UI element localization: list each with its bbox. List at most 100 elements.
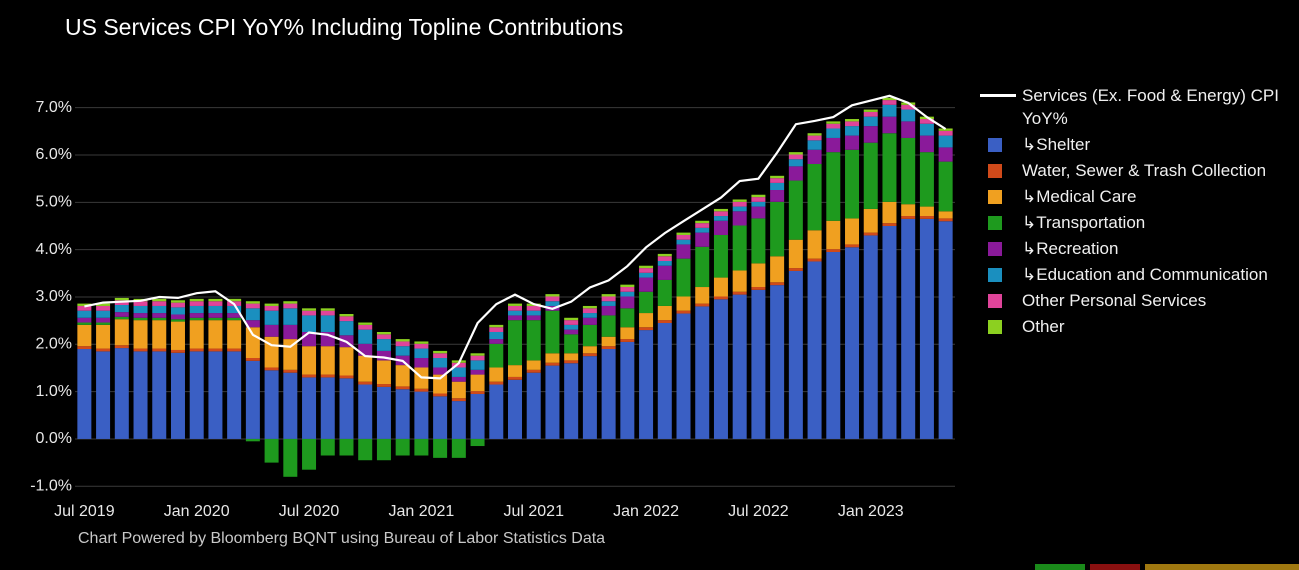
bar-segment — [863, 109, 878, 112]
bar-segment — [189, 351, 204, 439]
bar-segment — [676, 258, 691, 297]
bar-segment — [770, 178, 785, 183]
bar-segment — [339, 378, 354, 439]
bar-segment — [302, 308, 317, 311]
bar-segment — [901, 109, 916, 122]
bar-segment — [133, 320, 148, 349]
bar-segment — [189, 317, 204, 321]
bar-segment — [170, 300, 185, 303]
legend-item: Other Personal Services — [980, 289, 1285, 312]
legend-swatch — [988, 216, 1002, 230]
bar-segment — [358, 322, 373, 325]
bar-segment — [788, 159, 803, 167]
bar-segment — [788, 180, 803, 240]
bar-segment — [657, 265, 672, 280]
bar-segment — [227, 351, 242, 439]
bar-segment — [938, 211, 953, 219]
bar-segment — [845, 244, 860, 248]
bar-segment — [564, 334, 579, 354]
bar-segment — [320, 377, 335, 439]
y-tick-label: 6.0% — [36, 146, 72, 163]
bar-segment — [620, 296, 635, 309]
bar-segment — [433, 353, 448, 359]
bar-segment — [451, 398, 466, 402]
bar-segment — [601, 301, 616, 306]
bar-segment — [657, 320, 672, 323]
bar-segment — [807, 140, 822, 150]
bar-segment — [245, 358, 260, 361]
bar-segment — [713, 296, 728, 300]
bar-segment — [358, 384, 373, 439]
bar-segment — [170, 321, 185, 350]
bar-segment — [901, 216, 916, 219]
bar-segment — [433, 393, 448, 397]
x-tick-label: Jan 2023 — [838, 503, 904, 520]
bar-segment — [283, 438, 298, 477]
bar-segment — [526, 305, 541, 311]
bar-segment — [620, 287, 635, 292]
bar-segment — [676, 244, 691, 259]
bar-segment — [657, 260, 672, 266]
bar-segment — [732, 199, 747, 202]
bar-segment — [302, 310, 317, 316]
legend-swatch — [988, 320, 1002, 334]
bar-segment — [564, 360, 579, 364]
bar-segment — [414, 358, 429, 368]
bar-segment — [358, 329, 373, 344]
bar-segment — [189, 313, 204, 318]
bar-segment — [339, 316, 354, 322]
bar-segment — [526, 372, 541, 439]
bar-segment — [189, 305, 204, 314]
bar-segment — [152, 305, 167, 314]
legend-item: ↳Shelter — [980, 133, 1285, 156]
bar-segment — [227, 313, 242, 318]
bar-segment — [395, 389, 410, 439]
bar-segment — [639, 268, 654, 273]
bar-segment — [582, 353, 597, 357]
bar-segment — [620, 327, 635, 340]
bar-segment — [114, 319, 129, 346]
bar-segment — [208, 305, 223, 314]
bar-segment — [283, 303, 298, 309]
bar-segment — [133, 305, 148, 314]
bar-segment — [208, 351, 223, 439]
bar-segment — [751, 289, 766, 439]
bar-segment — [639, 327, 654, 331]
bar-segment — [938, 128, 953, 131]
bar-segment — [713, 299, 728, 439]
bar-segment — [770, 285, 785, 439]
bar-segment — [545, 296, 560, 302]
legend-label: ↳Shelter — [1022, 135, 1091, 154]
bar-segment — [470, 393, 485, 439]
bar-segment — [695, 232, 710, 247]
bar-segment — [320, 438, 335, 456]
legend-item: ↳Recreation — [980, 237, 1285, 260]
bar-segment — [227, 305, 242, 314]
bar-segment — [227, 317, 242, 321]
bar-segment — [545, 301, 560, 306]
bar-segment — [489, 343, 504, 368]
bar-segment — [433, 358, 448, 368]
bar-segment — [601, 346, 616, 350]
bar-segment — [713, 220, 728, 235]
bar-segment — [751, 263, 766, 288]
bar-segment — [264, 370, 279, 439]
bar-segment — [489, 367, 504, 382]
y-tick-label: 3.0% — [36, 288, 72, 305]
bar-segment — [826, 249, 841, 253]
bar-segment — [376, 438, 391, 461]
bar-segment — [433, 396, 448, 439]
bar-segment — [470, 374, 485, 392]
bar-segment — [302, 438, 317, 470]
bar-segment — [339, 375, 354, 379]
bar-segment — [152, 301, 167, 306]
bar-segment — [845, 247, 860, 439]
bar-segment — [882, 100, 897, 105]
y-tick-label: 1.0% — [36, 383, 72, 400]
bar-segment — [770, 201, 785, 257]
bar-segment — [545, 294, 560, 297]
bar-segment — [545, 362, 560, 366]
bar-segment — [564, 324, 579, 330]
